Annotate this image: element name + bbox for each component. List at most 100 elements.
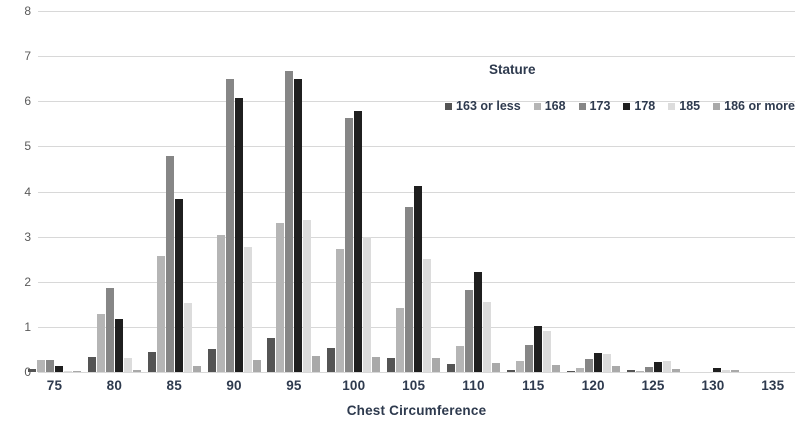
bar-75-163-or-less bbox=[28, 369, 36, 372]
bar-80-185 bbox=[123, 358, 132, 372]
bar-95-186-or-more bbox=[312, 356, 321, 372]
y-axis-tick-label: 3 bbox=[24, 229, 31, 244]
y-axis-tick-label: 7 bbox=[24, 49, 31, 64]
legend-item-168: 168 bbox=[533, 99, 566, 113]
x-axis-tick-label-85: 85 bbox=[166, 378, 182, 393]
legend-label: 163 or less bbox=[456, 99, 521, 113]
bar-100-163-or-less bbox=[327, 348, 336, 372]
bar-115-185 bbox=[542, 331, 551, 372]
bar-125-185 bbox=[662, 361, 671, 372]
gridline-y5 bbox=[38, 146, 795, 148]
bar-90-178 bbox=[234, 98, 243, 372]
bar-125-163-or-less bbox=[626, 370, 635, 372]
y-axis-tick-label: 8 bbox=[24, 4, 31, 18]
x-axis-tick-label-75: 75 bbox=[46, 378, 63, 393]
x-axis-title: Chest Circumference bbox=[346, 403, 487, 418]
bar-85-168 bbox=[156, 256, 165, 372]
legend-item-178: 178 bbox=[623, 99, 655, 113]
y-axis-tick-label: 1 bbox=[24, 319, 31, 334]
bar-110-178 bbox=[473, 272, 482, 372]
bar-130-186-or-more bbox=[731, 370, 740, 372]
x-axis-tick-label-90: 90 bbox=[226, 378, 242, 393]
bar-110-168 bbox=[455, 346, 464, 372]
x-axis-tick-label-95: 95 bbox=[286, 378, 302, 393]
bar-75-173 bbox=[46, 360, 54, 372]
gridline-y6 bbox=[38, 101, 795, 103]
bar-120-185 bbox=[602, 354, 611, 372]
legend-swatch-icon bbox=[668, 103, 676, 110]
x-axis-tick-label-120: 120 bbox=[581, 378, 605, 393]
y-axis-tick-label: 6 bbox=[24, 94, 31, 109]
gridline-y8 bbox=[38, 11, 795, 12]
x-axis-tick-label-110: 110 bbox=[462, 378, 485, 393]
bar-95-173 bbox=[285, 71, 294, 372]
bar-125-186-or-more bbox=[671, 369, 680, 372]
bar-120-186-or-more bbox=[611, 366, 620, 372]
bar-80-186-or-more bbox=[132, 370, 141, 372]
bar-100-178 bbox=[354, 111, 363, 372]
bar-105-178 bbox=[414, 186, 423, 372]
bar-120-178 bbox=[593, 353, 602, 372]
bar-95-178 bbox=[294, 79, 303, 372]
legend: 163 or less 168 173 178 185 186 or more bbox=[445, 99, 795, 113]
bar-75-186-or-more bbox=[73, 371, 81, 372]
bar-110-186-or-more bbox=[491, 363, 500, 372]
bar-100-185 bbox=[363, 237, 372, 372]
bar-105-186-or-more bbox=[432, 358, 441, 372]
legend-swatch-icon bbox=[623, 103, 631, 110]
bar-125-173 bbox=[644, 367, 653, 372]
bar-95-163-or-less bbox=[267, 338, 276, 372]
bar-130-178 bbox=[713, 368, 722, 372]
y-axis-tick-label: 2 bbox=[24, 274, 31, 289]
bar-100-173 bbox=[345, 118, 354, 372]
bar-115-186-or-more bbox=[551, 365, 560, 372]
bar-115-168 bbox=[515, 361, 524, 372]
x-axis-tick-label-80: 80 bbox=[106, 378, 123, 393]
legend-item-185: 185 bbox=[668, 99, 700, 113]
bar-80-178 bbox=[114, 319, 123, 372]
bar-85-185 bbox=[183, 303, 192, 372]
y-axis-tick-label: 0 bbox=[24, 365, 31, 379]
legend-item-186-or-more: 186 or more bbox=[713, 99, 795, 113]
x-axis-tick-label-115: 115 bbox=[522, 378, 545, 393]
y-axis-tick-label: 5 bbox=[24, 139, 31, 154]
bar-90-168 bbox=[216, 235, 225, 372]
legend-swatch-icon bbox=[713, 103, 721, 110]
bar-120-173 bbox=[584, 359, 593, 372]
bar-110-163-or-less bbox=[446, 364, 455, 372]
bar-95-185 bbox=[303, 220, 312, 372]
bar-90-185 bbox=[243, 247, 252, 372]
gridline-y7 bbox=[38, 56, 795, 58]
legend-swatch-icon bbox=[578, 103, 586, 110]
bar-85-186-or-more bbox=[192, 366, 201, 372]
bar-105-163-or-less bbox=[387, 358, 396, 372]
bar-100-186-or-more bbox=[372, 357, 381, 372]
bar-115-178 bbox=[533, 326, 542, 372]
bar-80-173 bbox=[105, 288, 114, 372]
y-axis-tick-label: 4 bbox=[24, 184, 31, 199]
bar-95-168 bbox=[276, 223, 285, 372]
bar-110-173 bbox=[464, 290, 473, 372]
bar-75-178 bbox=[55, 366, 63, 372]
legend-title: Stature bbox=[489, 62, 536, 77]
legend-label: 185 bbox=[679, 99, 701, 113]
bar-80-163-or-less bbox=[87, 357, 96, 372]
bar-105-173 bbox=[405, 207, 414, 372]
legend-label: 168 bbox=[544, 99, 566, 113]
bar-105-185 bbox=[423, 259, 432, 372]
legend-swatch-icon bbox=[533, 103, 541, 110]
bar-80-168 bbox=[96, 314, 105, 372]
bar-75-185 bbox=[64, 371, 72, 372]
bar-120-168 bbox=[575, 368, 584, 372]
legend-label: 186 or more bbox=[724, 99, 795, 113]
bar-85-173 bbox=[165, 156, 174, 372]
x-axis-tick-label-105: 105 bbox=[402, 378, 426, 393]
bar-120-163-or-less bbox=[566, 371, 575, 372]
bar-90-186-or-more bbox=[252, 360, 261, 372]
legend-swatch-icon bbox=[445, 103, 453, 110]
bar-110-185 bbox=[482, 302, 491, 372]
x-axis-tick-label-100: 100 bbox=[342, 378, 366, 393]
bar-75-168 bbox=[37, 360, 45, 372]
bar-115-173 bbox=[524, 345, 533, 372]
